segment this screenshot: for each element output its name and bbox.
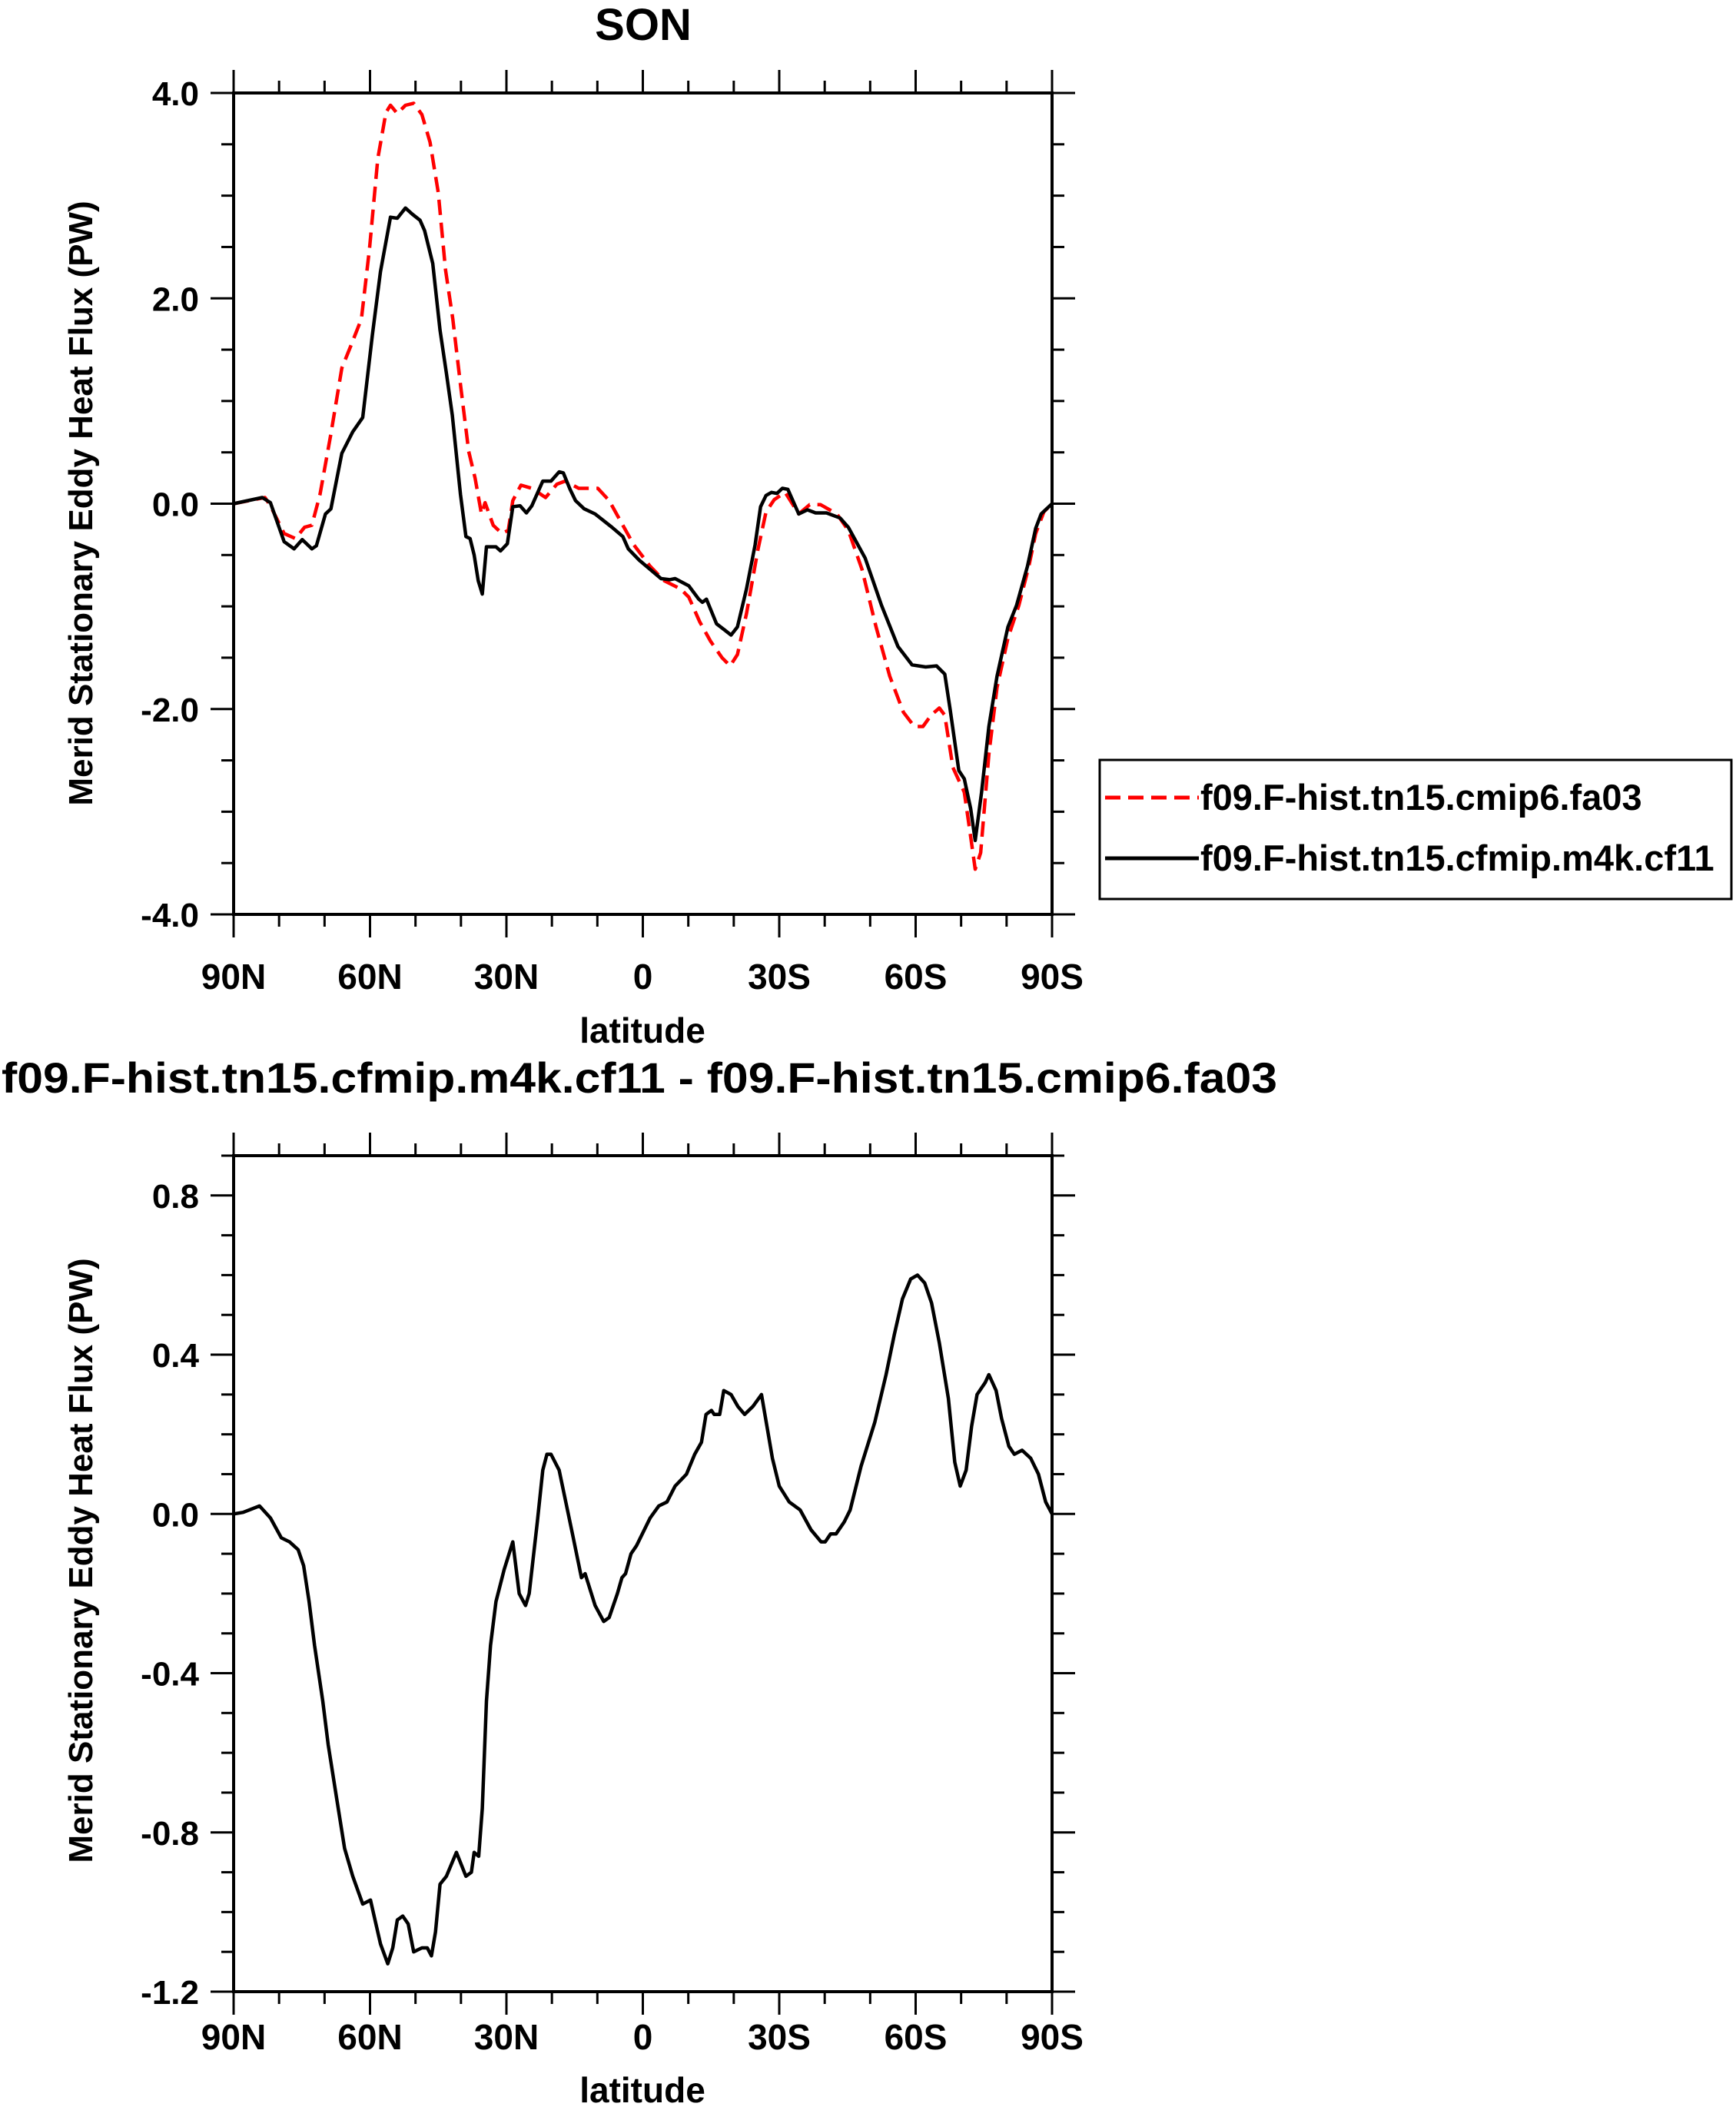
plot-frame — [232, 91, 1054, 916]
top-plot — [211, 70, 1075, 937]
top-y-axis-label: Merid Stationary Eddy Heat Flux (PW) — [62, 201, 100, 805]
series-line-0 — [233, 1273, 1054, 1966]
y-tick-label: -2.0 — [141, 692, 199, 729]
bottom-chart-title: f09.F-hist.tn15.cfmip.m4k.cf11 - f09.F-h… — [2, 1053, 1277, 1102]
legend-label-cmip6: f09.F-hist.tn15.cmip6.fa03 — [1200, 777, 1642, 818]
x-tick-label: 30S — [748, 957, 811, 997]
y-tick-label: 4.0 — [152, 75, 199, 113]
x-tick-label: 90S — [1021, 2017, 1084, 2057]
plot-frame — [232, 1154, 1054, 1993]
x-tick-label: 30N — [474, 2017, 539, 2057]
y-tick-label: 2.0 — [152, 280, 199, 318]
series-line-1 — [233, 206, 1054, 843]
x-tick-label: 30S — [748, 2017, 811, 2057]
x-tick-label: 90N — [201, 957, 266, 997]
y-tick-label: -1.2 — [141, 1974, 199, 2012]
bottom-y-axis-label: Merid Stationary Eddy Heat Flux (PW) — [62, 1258, 100, 1863]
y-tick-label: -4.0 — [141, 897, 199, 934]
top-chart-title: SON — [595, 0, 692, 50]
bottom-plot — [211, 1133, 1075, 2015]
x-tick-label: 30N — [474, 957, 539, 997]
legend-box — [1098, 758, 1733, 901]
x-tick-label: 0 — [633, 957, 653, 997]
top-x-axis-label: latitude — [579, 1010, 705, 1050]
y-tick-label: -0.8 — [141, 1815, 199, 1853]
x-tick-label: 90S — [1021, 957, 1084, 997]
x-tick-label: 90N — [201, 2017, 266, 2057]
bottom-x-axis-label: latitude — [579, 2070, 705, 2110]
x-tick-label: 0 — [633, 2017, 653, 2057]
x-tick-label: 60N — [337, 957, 402, 997]
legend: f09.F-hist.tn15.cmip6.fa03 f09.F-hist.tn… — [1098, 758, 1733, 901]
y-tick-label: 0.0 — [152, 1496, 199, 1534]
legend-label-cfmip: f09.F-hist.tn15.cfmip.m4k.cf11 — [1200, 838, 1714, 878]
series-line-0 — [233, 101, 1054, 871]
x-tick-label: 60N — [337, 2017, 402, 2057]
y-tick-label: 0.4 — [152, 1337, 200, 1375]
x-tick-label: 60S — [885, 957, 948, 997]
y-tick-label: 0.8 — [152, 1178, 199, 1216]
y-tick-label: 0.0 — [152, 486, 199, 524]
x-tick-label: 60S — [885, 2017, 948, 2057]
y-tick-label: -0.4 — [141, 1656, 199, 1694]
